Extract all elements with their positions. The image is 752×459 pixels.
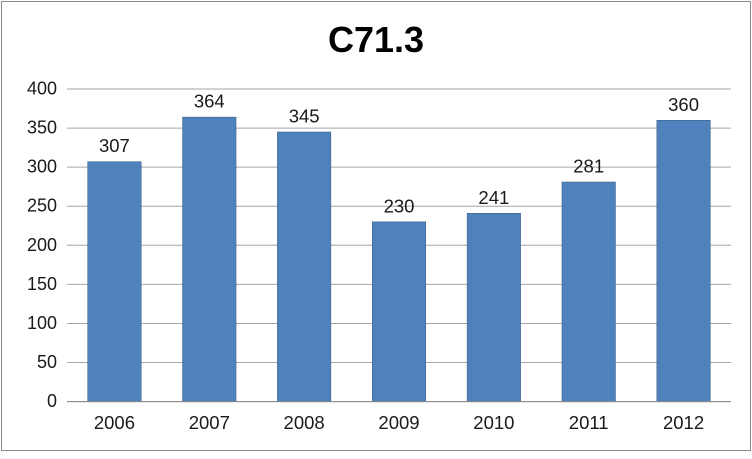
svg-text:400: 400 xyxy=(27,79,57,99)
svg-text:345: 345 xyxy=(289,105,320,126)
svg-text:2008: 2008 xyxy=(284,412,325,433)
svg-text:2010: 2010 xyxy=(473,412,514,433)
svg-text:2011: 2011 xyxy=(569,412,609,433)
svg-text:200: 200 xyxy=(27,235,57,255)
svg-text:250: 250 xyxy=(27,196,57,216)
svg-text:241: 241 xyxy=(478,187,509,208)
svg-text:2006: 2006 xyxy=(94,412,135,433)
svg-text:150: 150 xyxy=(27,274,57,294)
svg-text:281: 281 xyxy=(573,156,604,177)
svg-text:230: 230 xyxy=(384,195,415,216)
svg-text:300: 300 xyxy=(27,157,57,177)
svg-text:307: 307 xyxy=(99,135,130,156)
svg-text:2009: 2009 xyxy=(378,412,419,433)
svg-text:50: 50 xyxy=(37,352,57,372)
svg-text:364: 364 xyxy=(194,91,225,112)
svg-text:100: 100 xyxy=(27,313,57,333)
svg-text:360: 360 xyxy=(668,94,699,115)
svg-text:350: 350 xyxy=(27,118,57,138)
svg-text:2012: 2012 xyxy=(663,412,704,433)
svg-text:2007: 2007 xyxy=(189,412,230,433)
svg-text:0: 0 xyxy=(47,391,57,411)
